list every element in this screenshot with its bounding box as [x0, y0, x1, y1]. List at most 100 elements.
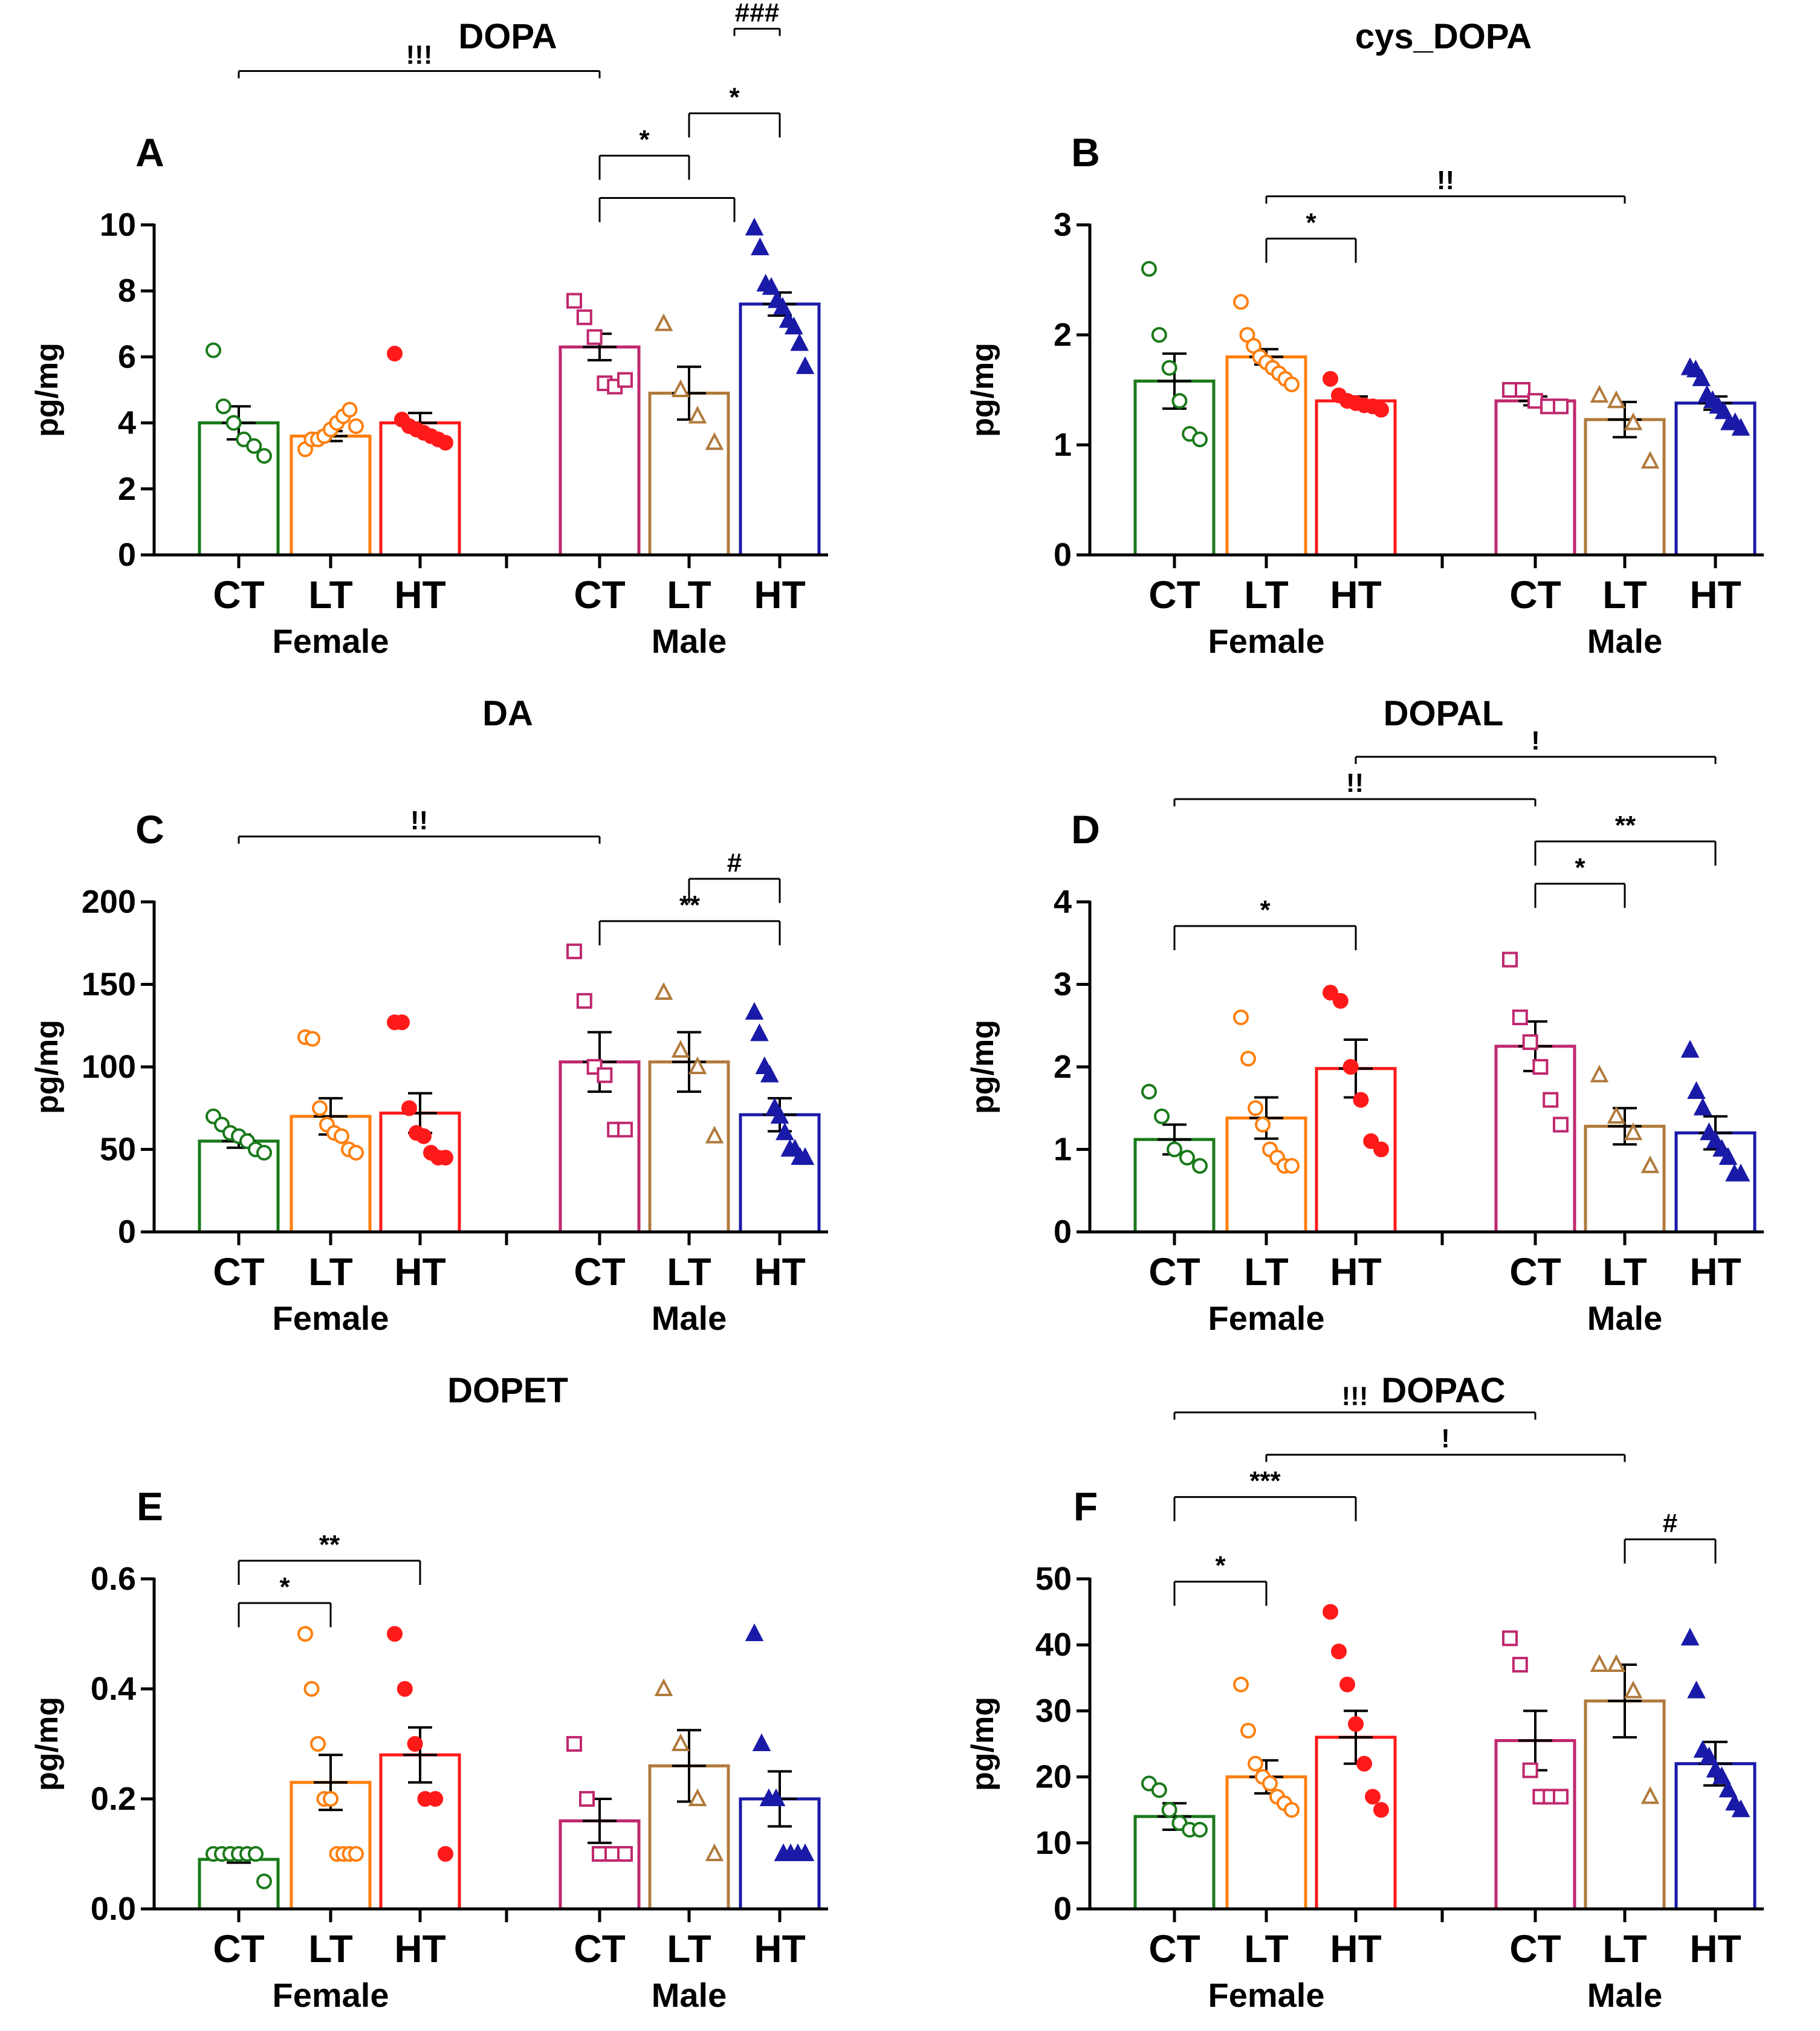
- y-tick-label: 30: [1035, 1692, 1072, 1729]
- data-point: [348, 1144, 364, 1161]
- data-point: [407, 1736, 423, 1752]
- data-point: [1712, 1766, 1731, 1784]
- significance-label: *: [639, 125, 650, 154]
- bar-lt-male: [1584, 418, 1666, 557]
- data-point: [1540, 398, 1556, 415]
- bar-ct-male: [1494, 399, 1576, 557]
- data-point: [1640, 1155, 1660, 1173]
- x-tick-label: HT: [394, 573, 445, 617]
- data-point: [1339, 1676, 1355, 1692]
- y-tick-label: 0.0: [91, 1891, 136, 1927]
- bar-ct-female: [1133, 379, 1216, 557]
- data-point: [1624, 412, 1643, 430]
- y-tick-label: 150: [82, 967, 136, 1003]
- x-tick-label: CT: [1509, 1927, 1561, 1971]
- panel-title: DOPA: [458, 17, 557, 56]
- data-point: [1692, 368, 1711, 386]
- significance-annotation: !!!: [1173, 1382, 1537, 1420]
- group-label-male: Male: [1587, 1299, 1663, 1337]
- data-point: [1284, 376, 1300, 392]
- data-point: [1141, 261, 1157, 277]
- x-tick-label: LT: [308, 573, 352, 617]
- significance-label: ###: [735, 0, 779, 27]
- x-tick-label: CT: [1509, 1250, 1561, 1294]
- data-point: [705, 1843, 724, 1861]
- x-tick-label: CT: [1509, 573, 1561, 617]
- data-point: [795, 1843, 815, 1861]
- data-point: [416, 1128, 432, 1144]
- data-point: [1607, 1654, 1626, 1672]
- data-point: [1323, 1604, 1338, 1620]
- data-point: [1171, 393, 1188, 409]
- panel-title: DA: [482, 694, 533, 733]
- y-tick-label: 0.4: [91, 1671, 136, 1707]
- significance-annotation: *: [1173, 1551, 1268, 1606]
- x-tick-label: LT: [1244, 1250, 1288, 1294]
- data-point: [1141, 1083, 1157, 1100]
- data-point: [1590, 1654, 1609, 1672]
- y-tick-label: 0.6: [91, 1561, 136, 1597]
- group-label-female: Female: [1208, 622, 1325, 660]
- data-point: [387, 1626, 403, 1642]
- data-point: [776, 1122, 794, 1141]
- y-tick-label: 0: [118, 537, 136, 573]
- group-label-female: Female: [273, 1976, 389, 2014]
- significance-annotation: !: [1265, 1424, 1626, 1462]
- data-point: [1640, 1786, 1660, 1804]
- data-point: [1527, 393, 1543, 409]
- data-point: [1687, 1081, 1706, 1099]
- x-tick-label: CT: [213, 1927, 264, 1971]
- panel-letter: C: [135, 807, 164, 852]
- data-point: [671, 379, 690, 397]
- data-point: [305, 1031, 320, 1047]
- data-point: [1532, 1059, 1549, 1075]
- data-point: [1522, 1034, 1538, 1051]
- significance-annotation: *: [1173, 895, 1357, 950]
- data-point: [1192, 1821, 1208, 1838]
- y-tick-label: 10: [1035, 1825, 1072, 1861]
- y-tick-label: 10: [100, 207, 136, 243]
- data-point: [303, 1681, 320, 1697]
- significance-label: **: [1615, 811, 1636, 840]
- data-point: [1515, 382, 1530, 398]
- significance-label: *: [729, 82, 740, 112]
- data-point: [1255, 1116, 1271, 1133]
- data-point: [617, 1846, 633, 1862]
- data-point: [750, 1023, 769, 1041]
- y-tick-label: 0: [118, 1214, 136, 1250]
- data-point: [394, 1014, 410, 1031]
- data-point: [654, 1678, 673, 1696]
- y-tick-label: 40: [1035, 1627, 1072, 1663]
- x-tick-label: LT: [1602, 1250, 1647, 1294]
- data-point: [597, 1067, 613, 1083]
- bar-ct-male: [559, 1060, 641, 1234]
- data-point: [745, 1623, 764, 1641]
- data-point: [1731, 1799, 1750, 1818]
- data-point: [1342, 1059, 1359, 1075]
- data-point: [1718, 1147, 1738, 1165]
- data-point: [1700, 1746, 1718, 1764]
- bar-ht-male: [739, 302, 821, 557]
- y-tick-label: 0.2: [91, 1781, 136, 1817]
- error-bar: [403, 1726, 437, 1784]
- panel-title: DOPET: [447, 1371, 568, 1410]
- data-point: [1356, 1755, 1372, 1772]
- data-point: [751, 237, 769, 256]
- data-point: [688, 1788, 707, 1806]
- group-label-male: Male: [1587, 1976, 1663, 2014]
- data-point: [1624, 1122, 1643, 1141]
- y-tick-label: 200: [82, 884, 136, 920]
- x-tick-label: HT: [1330, 1927, 1381, 1971]
- data-point: [1240, 1051, 1256, 1067]
- significance-label: !!!: [1342, 1382, 1368, 1411]
- significance-label: *: [1215, 1551, 1226, 1581]
- data-point: [592, 1846, 607, 1862]
- significance-label: !!: [1346, 768, 1364, 798]
- significance-annotation: !!: [238, 806, 601, 844]
- significance-annotation: *: [238, 1572, 332, 1627]
- data-point: [671, 1040, 690, 1058]
- data-point: [1502, 1630, 1518, 1647]
- data-point: [766, 1788, 786, 1806]
- bar-lt-male: [648, 391, 730, 557]
